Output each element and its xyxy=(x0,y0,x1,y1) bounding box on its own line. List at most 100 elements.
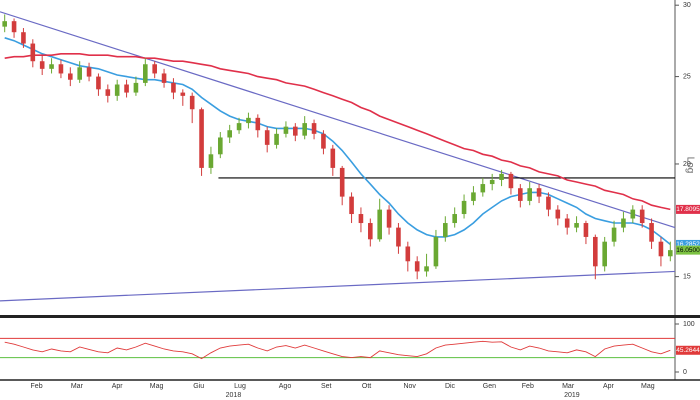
rsi-line xyxy=(4,340,671,360)
candle-body xyxy=(21,32,26,44)
candle-body xyxy=(668,250,673,257)
y-axis-label: Log xyxy=(684,157,695,174)
x-tick-label: Lug xyxy=(234,383,246,390)
last-value-label: 17.8095 xyxy=(676,206,700,213)
candle-body xyxy=(58,64,64,74)
candle-body xyxy=(433,236,439,267)
candle-body xyxy=(161,73,167,83)
candle-body xyxy=(246,117,251,124)
rsi-tick-label: 0 xyxy=(683,369,687,376)
candle-body xyxy=(414,261,420,272)
candle-body xyxy=(199,109,204,168)
candle-body xyxy=(86,67,92,77)
panel-divider xyxy=(0,315,700,318)
last-value-label: 16.0500 xyxy=(676,247,700,254)
x-tick-label: Dic xyxy=(445,383,456,390)
candle-body xyxy=(489,179,495,185)
candle-body xyxy=(255,117,261,131)
x-tick-label: Feb xyxy=(522,383,534,390)
candle-body xyxy=(555,209,561,219)
x-tick-label: Giu xyxy=(193,383,204,390)
last-value-box xyxy=(676,345,700,355)
candle-body xyxy=(189,95,195,110)
candle-body xyxy=(293,126,298,136)
last-value-label: 16.2852 xyxy=(676,241,700,248)
y-tick-label: 20 xyxy=(683,161,691,168)
candle-body xyxy=(471,192,476,201)
candle-body xyxy=(124,84,129,93)
candle-body xyxy=(499,173,504,180)
trendline xyxy=(0,270,676,302)
candle-body xyxy=(180,92,186,96)
x-tick-label: Gen xyxy=(483,383,496,390)
candle-body xyxy=(377,209,382,240)
candle-body xyxy=(302,123,307,136)
x-tick-label: Feb xyxy=(31,383,43,390)
candle-body xyxy=(593,236,598,267)
candle-body xyxy=(152,64,157,74)
x-tick-label: Ago xyxy=(279,383,292,390)
candle-body xyxy=(630,209,636,219)
candle-body xyxy=(536,188,542,197)
candle-body xyxy=(49,64,54,69)
moving-average xyxy=(4,53,671,211)
candle-body xyxy=(349,196,354,215)
candle-body xyxy=(339,167,345,197)
rsi-last-label: 45.2644 xyxy=(676,347,700,354)
candle-body xyxy=(2,21,7,27)
x-tick-label: Set xyxy=(321,383,332,390)
candle-body xyxy=(358,214,364,224)
candle-body xyxy=(96,76,101,90)
candle-body xyxy=(39,61,45,69)
year-label: 2018 xyxy=(226,392,242,399)
candle-body xyxy=(508,173,514,189)
candle-body xyxy=(274,133,279,145)
x-tick-label: Ott xyxy=(362,383,371,390)
x-tick-label: Mag xyxy=(641,383,655,390)
x-tick-label: Mar xyxy=(71,383,84,390)
x-tick-label: Apr xyxy=(112,383,124,390)
candle-body xyxy=(77,67,82,80)
candle-body xyxy=(564,218,570,228)
candle-body xyxy=(518,188,523,201)
x-tick-label: Apr xyxy=(603,383,615,390)
candle-body xyxy=(424,266,429,272)
candle-body xyxy=(649,223,654,242)
candle-body xyxy=(321,133,326,149)
candle-body xyxy=(171,82,176,93)
candle-body xyxy=(443,223,448,237)
y-tick-label: 30 xyxy=(683,2,691,9)
candle-body xyxy=(452,214,457,224)
candle-body xyxy=(574,223,579,228)
candle-body xyxy=(658,241,664,257)
candle-body xyxy=(227,130,232,138)
last-value-box xyxy=(676,239,700,249)
candle-body xyxy=(143,64,148,83)
trendline xyxy=(0,11,676,229)
candle-body xyxy=(218,137,223,155)
candle-body xyxy=(480,184,486,193)
y-tick-label: 15 xyxy=(683,273,691,280)
candle-body xyxy=(133,82,139,93)
last-value-box xyxy=(676,245,700,255)
x-tick-label: Nov xyxy=(403,383,416,390)
candle-body xyxy=(330,148,336,168)
candle-body xyxy=(264,130,270,145)
moving-average xyxy=(4,37,671,246)
y-tick-label: 25 xyxy=(683,73,691,80)
candle-body xyxy=(311,123,317,134)
candle-body xyxy=(236,123,242,131)
candle-body xyxy=(639,209,645,224)
candle-body xyxy=(30,43,36,62)
candle-body xyxy=(368,223,373,240)
candle-body xyxy=(283,126,289,134)
candle-body xyxy=(461,200,467,215)
last-value-box xyxy=(676,204,700,214)
rsi-tick-label: 100 xyxy=(683,321,695,328)
x-tick-label: Mar xyxy=(562,383,575,390)
candle-body xyxy=(611,227,617,242)
candle-body xyxy=(386,209,392,228)
candle-body xyxy=(11,21,17,33)
candle-body xyxy=(68,73,73,80)
